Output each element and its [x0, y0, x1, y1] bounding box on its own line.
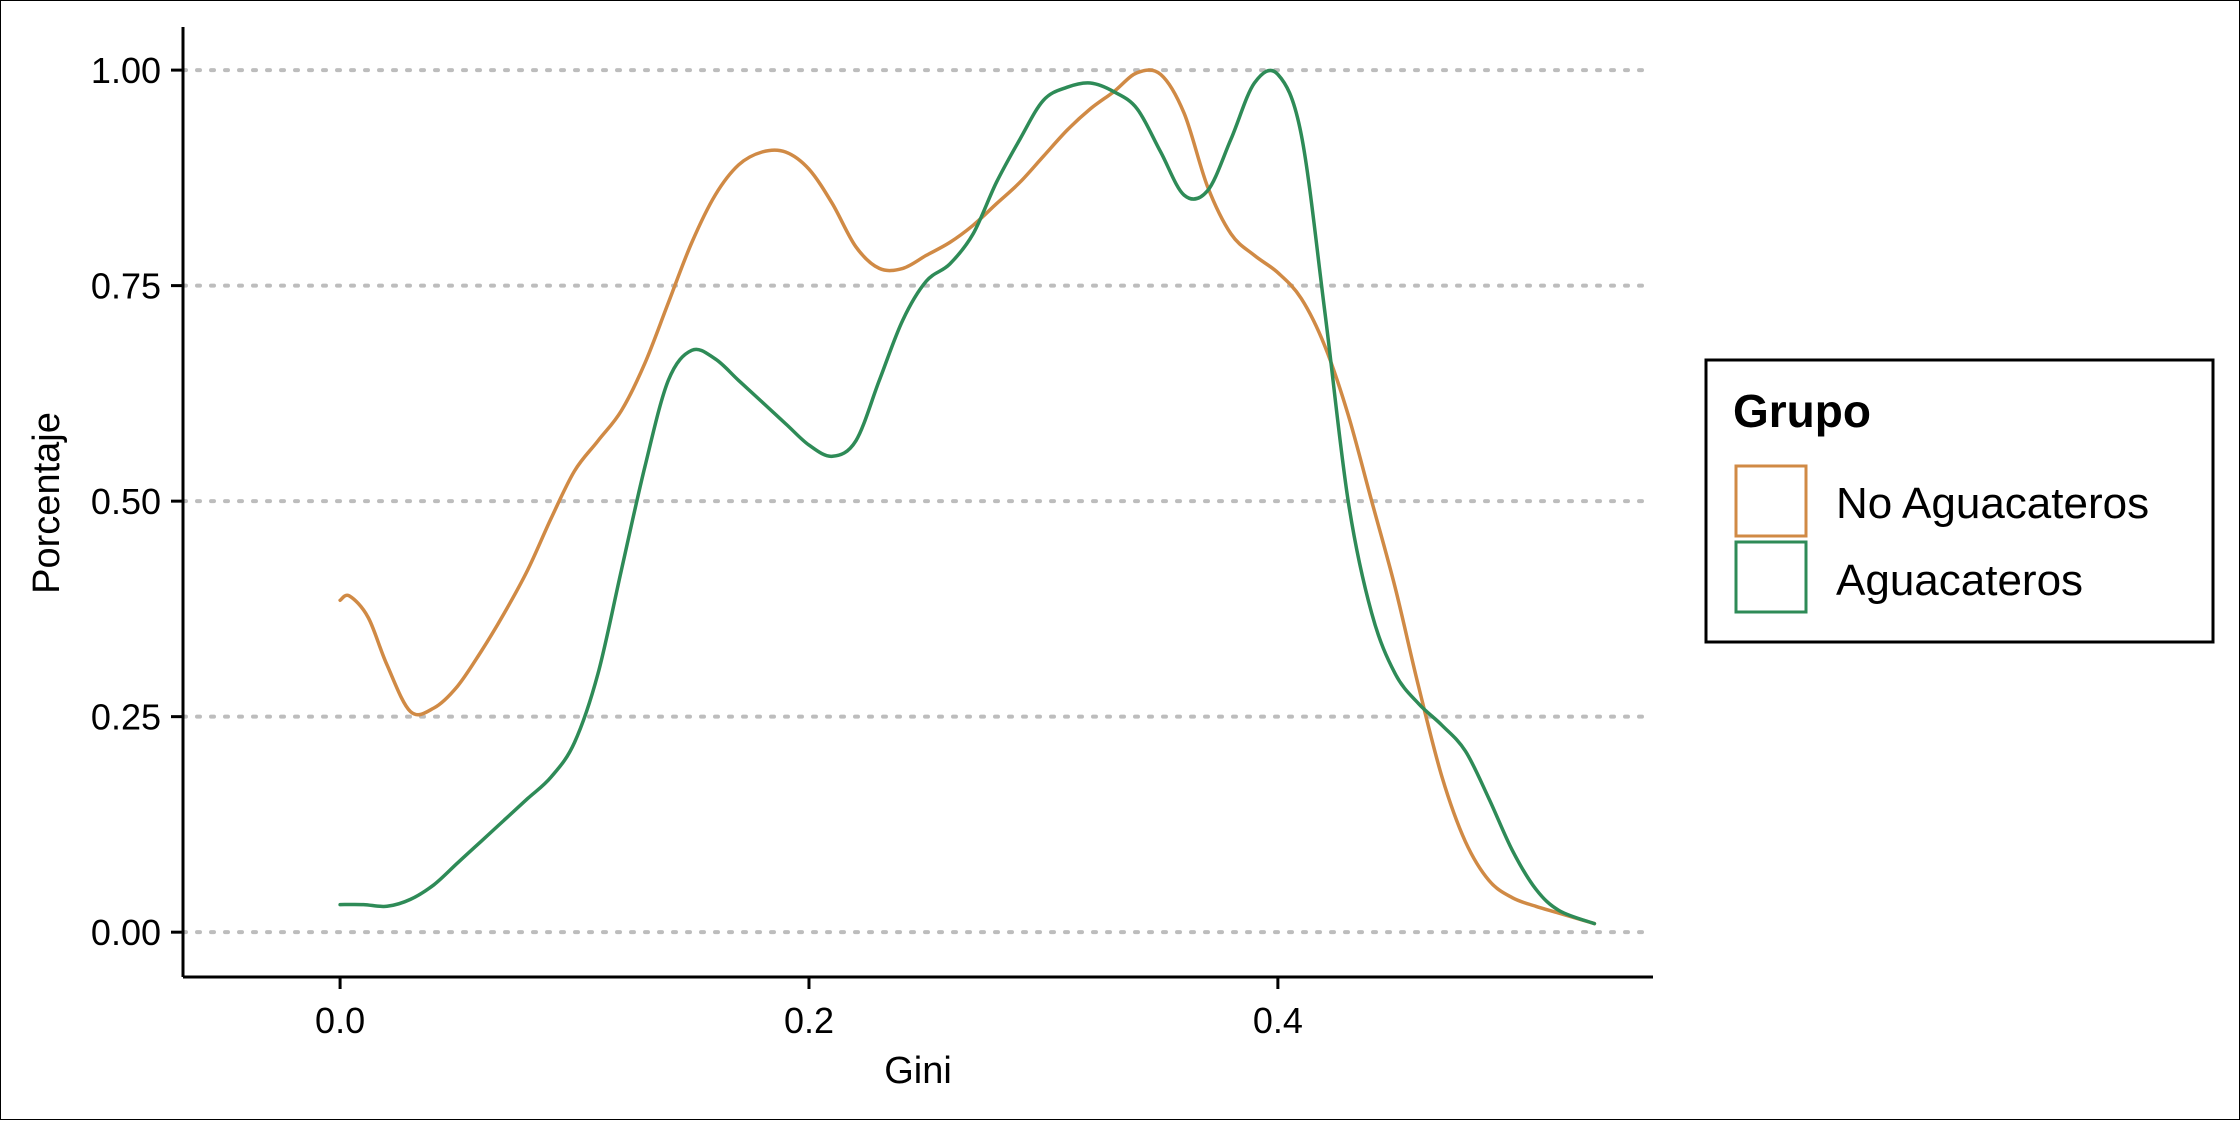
- x-tick-label: 0.0: [315, 1000, 365, 1041]
- grid-lines: [181, 68, 1655, 935]
- series-line-aguacateros: [338, 68, 1597, 926]
- y-tick-label: 1.00: [91, 50, 161, 91]
- y-axis-ticks: 0.00 0.25 0.50 0.75 1.00: [91, 50, 183, 953]
- x-axis-title: Gini: [884, 1050, 952, 1092]
- x-tick-label: 0.2: [784, 1000, 834, 1041]
- y-tick-label: 0.00: [91, 912, 161, 953]
- y-tick-label: 0.75: [91, 266, 161, 307]
- legend-key-aguacateros: [1734, 540, 1808, 614]
- y-tick-label: 0.25: [91, 697, 161, 738]
- series-line-no-aguacateros: [338, 68, 1597, 926]
- series-lines: [338, 68, 1597, 926]
- legend-key-no-aguacateros: [1734, 464, 1808, 538]
- y-tick-label: 0.50: [91, 481, 161, 522]
- legend: Grupo No Aguacateros Aguacateros: [1704, 358, 2215, 644]
- legend-label-no-aguacateros: No Aguacateros: [1836, 479, 2149, 528]
- x-axis-ticks: 0.0 0.2 0.4: [315, 977, 1303, 1041]
- legend-label-aguacateros: Aguacateros: [1836, 556, 2083, 605]
- x-tick-label: 0.4: [1253, 1000, 1303, 1041]
- y-axis-title: Porcentaje: [26, 412, 68, 594]
- legend-title: Grupo: [1733, 385, 1871, 437]
